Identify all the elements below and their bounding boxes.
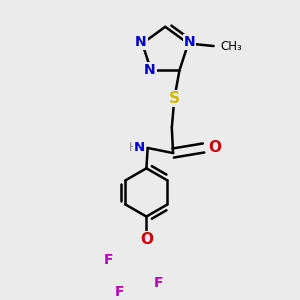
Text: N: N (144, 64, 156, 77)
Text: N: N (135, 35, 147, 49)
Text: O: O (208, 140, 221, 155)
Text: N: N (184, 35, 195, 49)
Text: F: F (115, 285, 124, 299)
Text: O: O (140, 232, 153, 247)
Text: F: F (154, 276, 163, 289)
Text: F: F (104, 253, 113, 267)
Text: S: S (169, 91, 180, 106)
Text: N: N (134, 141, 145, 154)
Text: CH₃: CH₃ (221, 40, 242, 52)
Text: H: H (129, 141, 138, 154)
